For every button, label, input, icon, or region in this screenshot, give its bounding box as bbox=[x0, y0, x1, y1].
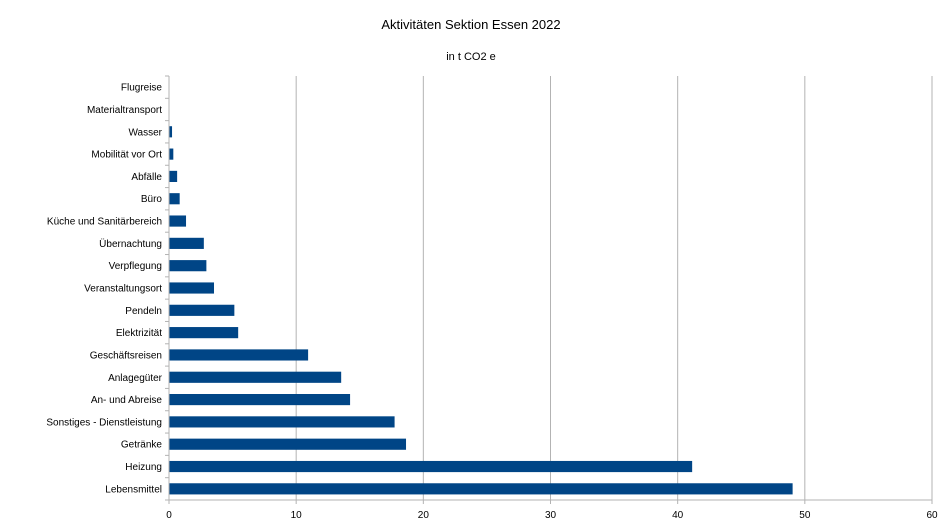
bars bbox=[169, 126, 793, 495]
category-label: An- und Abreise bbox=[91, 395, 163, 406]
category-label: Verpflegung bbox=[109, 261, 162, 272]
category-labels: Flugreise Materialtransport Wasser Mobilitä… bbox=[46, 83, 162, 496]
bar bbox=[169, 126, 173, 138]
category-label: Getränke bbox=[121, 440, 163, 451]
category-label: Anlagegüter bbox=[108, 373, 163, 384]
category-label: Heizung bbox=[125, 462, 162, 473]
bar bbox=[169, 460, 693, 473]
bar bbox=[169, 438, 407, 450]
category-label: Geschäftsreisen bbox=[90, 350, 162, 361]
category-label: Küche und Sanitärbereich bbox=[47, 217, 162, 228]
bar bbox=[169, 483, 793, 495]
x-tick-label: 50 bbox=[799, 510, 811, 521]
category-label: Mobilität vor Ort bbox=[91, 150, 162, 161]
bar bbox=[169, 215, 187, 227]
bar bbox=[169, 237, 204, 249]
category-label: Elektrizität bbox=[116, 328, 162, 339]
x-tick-label: 10 bbox=[291, 510, 303, 521]
bar bbox=[169, 260, 207, 272]
bar bbox=[169, 349, 309, 361]
bar bbox=[169, 304, 235, 316]
category-label: Sonstiges - Dienstleistung bbox=[46, 417, 162, 428]
category-label: Übernachtung bbox=[99, 238, 162, 250]
chart-subtitle: in t CO2 e bbox=[446, 51, 496, 63]
bar bbox=[169, 371, 342, 383]
bar bbox=[169, 394, 351, 406]
category-label: Veranstaltungsort bbox=[84, 284, 162, 295]
x-tick-labels: 0 10 20 30 40 50 60 bbox=[166, 510, 938, 521]
category-label: Wasser bbox=[128, 127, 162, 138]
x-tick-label: 30 bbox=[545, 510, 557, 521]
category-label: Pendeln bbox=[125, 306, 162, 317]
category-label: Materialtransport bbox=[87, 105, 162, 116]
x-tick-label: 0 bbox=[166, 510, 172, 521]
bar bbox=[169, 327, 239, 339]
bar bbox=[169, 282, 215, 294]
x-tick-label: 40 bbox=[672, 510, 684, 521]
bar bbox=[169, 193, 180, 205]
category-label: Büro bbox=[141, 194, 163, 205]
category-label: Abfälle bbox=[131, 172, 162, 183]
x-tick-label: 20 bbox=[418, 510, 430, 521]
bar bbox=[169, 170, 178, 182]
chart-title: Aktivitäten Sektion Essen 2022 bbox=[381, 17, 560, 32]
axes bbox=[165, 75, 933, 504]
bar bbox=[169, 148, 174, 160]
category-label: Flugreise bbox=[121, 83, 163, 94]
bar bbox=[169, 416, 395, 428]
x-tick-label: 60 bbox=[926, 510, 938, 521]
category-label: Lebensmittel bbox=[105, 484, 162, 495]
grid-lines bbox=[295, 76, 933, 500]
